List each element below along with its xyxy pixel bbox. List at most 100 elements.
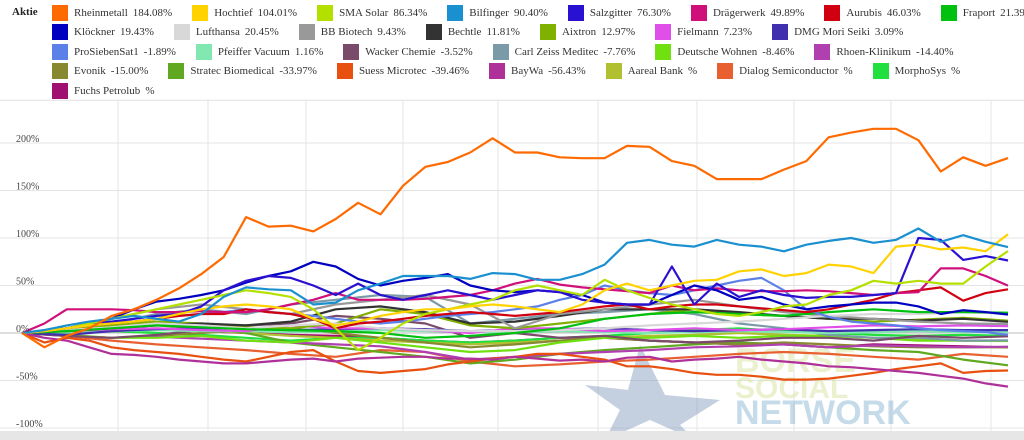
- legend-value: 20.45%: [244, 26, 279, 38]
- series-line-baywa[interactable]: [21, 331, 1009, 388]
- legend-item-bb-biotech[interactable]: BB Biotech 9.43%: [298, 24, 406, 40]
- legend-item-salzgitter[interactable]: Salzgitter 76.30%: [567, 5, 671, 21]
- series-line-dialog-semiconductor[interactable]: [21, 331, 1009, 368]
- legend-label: Lufthansa: [195, 26, 240, 38]
- legend-value: 11.81%: [486, 26, 520, 38]
- legend-item-dialog-semiconductor[interactable]: Dialog Semiconductor%: [717, 63, 853, 79]
- legend-value: 49.89%: [770, 7, 805, 19]
- legend-label: MorphoSys: [894, 65, 946, 77]
- legend-item-dragerwerk[interactable]: Drägerwerk 49.89%: [690, 5, 805, 21]
- legend-swatch: [168, 63, 185, 79]
- series-line-rheinmetall[interactable]: [21, 127, 1009, 349]
- watermark-line3: NETWORK: [735, 394, 911, 432]
- watermark-logo: BÖRSE SOCIAL NETWORK: [585, 342, 911, 440]
- series-line-lufthansa[interactable]: [21, 311, 1009, 335]
- legend-label: Pfeiffer Vacuum: [217, 46, 290, 58]
- legend-item-fielmann[interactable]: Fielmann 7.23%: [655, 24, 752, 40]
- legend-item-morphosys[interactable]: MorphoSys%: [872, 63, 960, 79]
- legend-label: Evonik: [74, 65, 106, 77]
- legend-value: 7.23%: [723, 26, 753, 38]
- legend-swatch: [317, 5, 334, 21]
- legend-item-aareal-bank[interactable]: Aareal Bank%: [605, 63, 698, 79]
- legend-swatch: [425, 24, 442, 40]
- y-tick-label: -100%: [16, 419, 43, 430]
- legend-swatch: [567, 5, 584, 21]
- legend-value: -1.89%: [143, 46, 176, 58]
- legend-swatch: [173, 24, 190, 40]
- legend-row: Rheinmetall 184.08% Hochtief 104.01% SMA Sol…: [52, 4, 1024, 22]
- legend-value: %: [688, 65, 698, 77]
- legend-item-prosiebensat1[interactable]: ProSiebenSat1 -1.89%: [52, 44, 176, 60]
- legend-item-deutsche-wohnen[interactable]: Deutsche Wohnen -8.46%: [655, 44, 794, 60]
- legend-item-hochtief[interactable]: Hochtief 104.01%: [192, 5, 297, 21]
- legend-value: -3.52%: [440, 46, 473, 58]
- legend-item-wacker-chemie[interactable]: Wacker Chemie -3.52%: [343, 44, 473, 60]
- series-line-evonik[interactable]: [21, 327, 1008, 349]
- series-line-bilfinger[interactable]: [21, 227, 1009, 335]
- legend-item-bechtle[interactable]: Bechtle 11.81%: [425, 24, 520, 40]
- range-scrollbar[interactable]: [0, 431, 1024, 440]
- legend-swatch: [872, 63, 889, 79]
- legend-item-sma-solar[interactable]: SMA Solar 86.34%: [317, 5, 427, 21]
- legend-swatch: [814, 44, 831, 60]
- legend-item-suess-microtec[interactable]: Suess Microtec -39.46%: [336, 63, 470, 79]
- legend-value: 104.01%: [257, 7, 298, 19]
- legend-label: BayWa: [511, 65, 544, 77]
- legend-item-rheinmetall[interactable]: Rheinmetall 184.08%: [52, 5, 172, 21]
- legend-item-bilfinger[interactable]: Bilfinger 90.40%: [447, 5, 548, 21]
- legend-label: Bechtle: [447, 26, 482, 38]
- legend-row: ProSiebenSat1 -1.89% Pfeiffer Vacuum 1.16% W…: [52, 43, 974, 61]
- legend-item-pfeiffer-vacuum[interactable]: Pfeiffer Vacuum 1.16%: [195, 44, 323, 60]
- legend-item-stratec-biomedical[interactable]: Stratec Biomedical -33.97%: [168, 63, 317, 79]
- legend-label: Bilfinger: [469, 7, 509, 19]
- legend-swatch: [492, 44, 509, 60]
- legend-swatch: [690, 5, 707, 21]
- series-line-hochtief[interactable]: [21, 233, 1009, 335]
- legend-title: Aktie: [12, 6, 38, 18]
- legend-value: 184.08%: [132, 7, 173, 19]
- legend-item-klockner[interactable]: Klöckner 19.43%: [52, 24, 154, 40]
- legend-item-aurubis[interactable]: Aurubis 46.03%: [824, 5, 921, 21]
- legend-item-aixtron[interactable]: Aixtron 12.97%: [539, 24, 635, 40]
- legend-item-baywa[interactable]: BayWa -56.43%: [489, 63, 586, 79]
- legend-swatch: [605, 63, 622, 79]
- legend-item-dmg-mori-seiki[interactable]: DMG Mori Seiki 3.09%: [772, 24, 903, 40]
- legend-label: Deutsche Wohnen: [677, 46, 758, 58]
- legend-label: Fraport: [962, 7, 996, 19]
- legend-value: 9.43%: [377, 26, 406, 38]
- legend-item-rhoen-klinikum[interactable]: Rhoen-Klinikum -14.40%: [814, 44, 954, 60]
- legend-value: -14.40%: [915, 46, 954, 58]
- legend-label: Fielmann: [677, 26, 719, 38]
- legend-value: -39.46%: [431, 65, 470, 77]
- legend-label: Carl Zeiss Meditec: [514, 46, 599, 58]
- legend-item-lufthansa[interactable]: Lufthansa 20.45%: [173, 24, 279, 40]
- legend-item-fraport[interactable]: Fraport 21.39%: [940, 5, 1024, 21]
- legend-label: BB Biotech: [320, 26, 373, 38]
- legend-swatch: [489, 63, 506, 79]
- legend-item-carl-zeiss-meditec[interactable]: Carl Zeiss Meditec -7.76%: [492, 44, 635, 60]
- legend-label: Klöckner: [74, 26, 115, 38]
- legend-swatch: [298, 24, 315, 40]
- legend-value: -33.97%: [279, 65, 317, 77]
- series-line-klockner[interactable]: [21, 260, 1009, 335]
- legend-label: Fuchs Petrolub: [74, 85, 141, 97]
- legend-label: Aurubis: [846, 7, 882, 19]
- legend-swatch: [539, 24, 556, 40]
- y-tick-label: 100%: [16, 229, 39, 240]
- legend-swatch: [655, 44, 672, 60]
- legend-value: 86.34%: [393, 7, 428, 19]
- series-line-bb-biotech[interactable]: [21, 293, 1009, 335]
- legend-item-evonik[interactable]: Evonik -15.00%: [52, 63, 148, 79]
- legend-label: DMG Mori Seiki: [794, 26, 870, 38]
- y-tick-label: 200%: [16, 134, 39, 145]
- legend-label: Rhoen-Klinikum: [836, 46, 911, 58]
- legend-swatch: [717, 63, 734, 79]
- legend-label: Hochtief: [214, 7, 253, 19]
- legend-item-fuchs-petrolub[interactable]: Fuchs Petrolub%: [52, 83, 154, 99]
- series-line-fraport[interactable]: [21, 308, 1009, 339]
- series-line-sma-solar[interactable]: [21, 250, 1009, 352]
- legend-value: 76.30%: [637, 7, 671, 19]
- legend-swatch: [940, 5, 957, 21]
- y-tick-label: 150%: [16, 182, 39, 193]
